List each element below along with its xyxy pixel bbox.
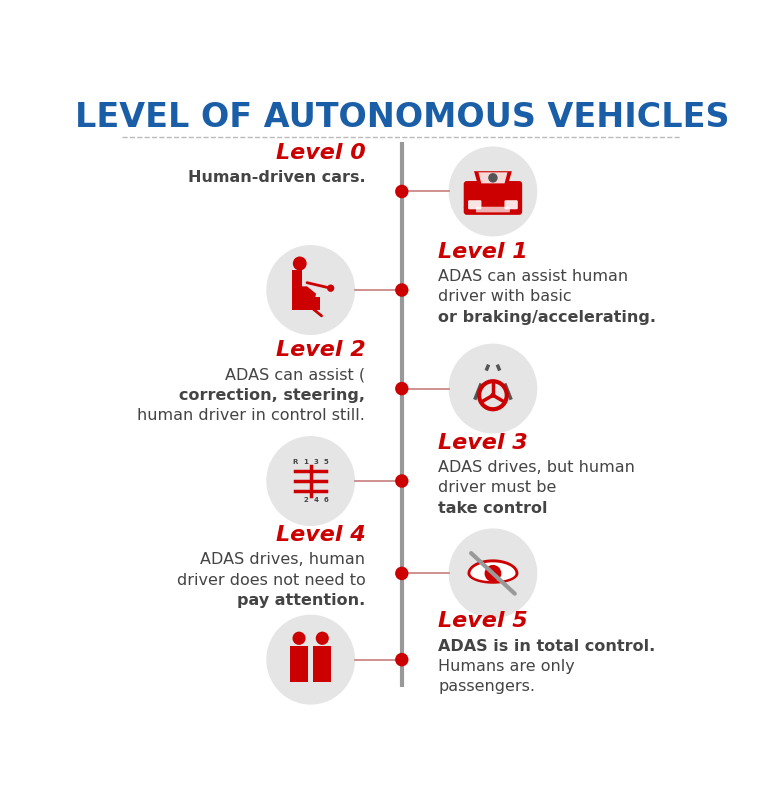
Text: ADAS is in total control.: ADAS is in total control. — [438, 638, 655, 654]
Circle shape — [395, 382, 408, 395]
FancyBboxPatch shape — [463, 181, 522, 215]
Text: ADAS can assist human: ADAS can assist human — [438, 269, 629, 284]
Text: human driver in control still.: human driver in control still. — [137, 408, 365, 423]
Text: ADAS drives, human: ADAS drives, human — [201, 552, 365, 567]
Circle shape — [316, 632, 328, 645]
Text: 5: 5 — [324, 459, 328, 465]
Text: Level 0: Level 0 — [276, 143, 365, 163]
FancyBboxPatch shape — [504, 200, 517, 210]
Circle shape — [448, 146, 537, 237]
Circle shape — [488, 173, 498, 182]
FancyBboxPatch shape — [476, 206, 510, 212]
Circle shape — [395, 283, 408, 297]
Polygon shape — [292, 270, 302, 298]
Text: Humans are only: Humans are only — [438, 659, 575, 674]
Polygon shape — [313, 646, 332, 665]
Text: Human-driven cars.: Human-driven cars. — [187, 170, 365, 186]
Text: driver must be: driver must be — [438, 480, 562, 495]
Polygon shape — [292, 298, 320, 310]
Circle shape — [491, 393, 495, 398]
Ellipse shape — [464, 203, 475, 211]
Text: 3: 3 — [314, 459, 318, 465]
Polygon shape — [313, 665, 332, 682]
Text: 2: 2 — [303, 497, 308, 503]
Circle shape — [293, 257, 307, 270]
Circle shape — [267, 245, 355, 335]
Circle shape — [448, 344, 537, 434]
Text: Level 4: Level 4 — [276, 526, 365, 546]
Text: pay attention.: pay attention. — [237, 593, 365, 608]
Circle shape — [292, 632, 306, 645]
Text: Level 5: Level 5 — [438, 611, 528, 631]
Text: Level 3: Level 3 — [438, 433, 528, 453]
FancyBboxPatch shape — [468, 200, 481, 210]
Ellipse shape — [511, 203, 522, 211]
Circle shape — [485, 565, 501, 582]
Polygon shape — [467, 559, 518, 584]
Text: Level 1: Level 1 — [438, 242, 528, 262]
Text: 6: 6 — [324, 497, 328, 503]
Text: or braking/accelerating.: or braking/accelerating. — [438, 310, 656, 325]
Text: correction, steering,: correction, steering, — [180, 388, 365, 403]
Text: R: R — [292, 459, 298, 465]
Polygon shape — [478, 172, 507, 183]
Circle shape — [395, 653, 408, 666]
Circle shape — [267, 614, 355, 705]
Text: Level 2: Level 2 — [276, 341, 365, 361]
Text: passengers.: passengers. — [438, 679, 535, 694]
Circle shape — [395, 566, 408, 580]
Circle shape — [395, 185, 408, 198]
Text: 4: 4 — [314, 497, 318, 503]
Text: LEVEL OF AUTONOMOUS VEHICLES: LEVEL OF AUTONOMOUS VEHICLES — [74, 101, 729, 134]
Text: take control: take control — [438, 501, 548, 516]
Circle shape — [448, 529, 537, 618]
Circle shape — [267, 436, 355, 526]
Polygon shape — [474, 171, 512, 184]
Polygon shape — [294, 286, 316, 309]
Text: ADAS can assist (: ADAS can assist ( — [225, 367, 365, 382]
Circle shape — [327, 285, 334, 292]
Text: ADAS drives, but human: ADAS drives, but human — [438, 460, 635, 475]
Text: driver does not need to: driver does not need to — [176, 573, 365, 588]
Polygon shape — [470, 562, 516, 581]
Text: 1: 1 — [303, 459, 308, 465]
Polygon shape — [290, 646, 308, 665]
Circle shape — [395, 474, 408, 488]
Text: driver with basic: driver with basic — [438, 290, 577, 304]
Polygon shape — [290, 665, 308, 682]
